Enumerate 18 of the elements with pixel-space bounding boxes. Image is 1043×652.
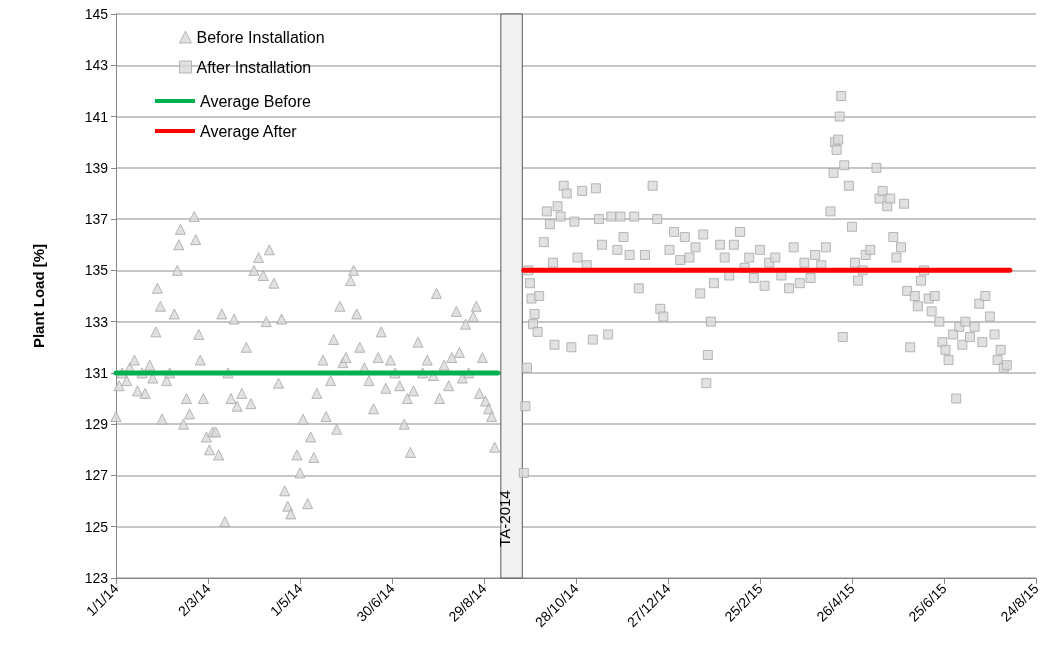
legend-label: Average After	[200, 122, 298, 140]
y-tick-label: 129	[84, 416, 109, 433]
y-tick-label: 141	[84, 108, 109, 125]
legend-label: After Installation	[196, 58, 312, 76]
y-tick-label: 133	[84, 313, 109, 330]
y-tick-label: 125	[84, 518, 109, 535]
y-tick-label: 139	[84, 159, 109, 176]
y-tick-label: 127	[84, 467, 109, 484]
band-label: TA-2014	[495, 490, 513, 547]
legend-label: Average Before	[200, 92, 311, 110]
y-tick-label: 143	[84, 57, 109, 74]
y-tick-label: 131	[84, 364, 109, 381]
y-axis-title: Plant Load [%]	[30, 243, 47, 349]
y-tick-label: 137	[84, 211, 109, 228]
legend-label: Before Installation	[196, 28, 325, 46]
y-tick-label: 135	[84, 262, 109, 279]
y-tick-label: 145	[84, 6, 109, 22]
y-tick-label: 123	[84, 570, 109, 586]
